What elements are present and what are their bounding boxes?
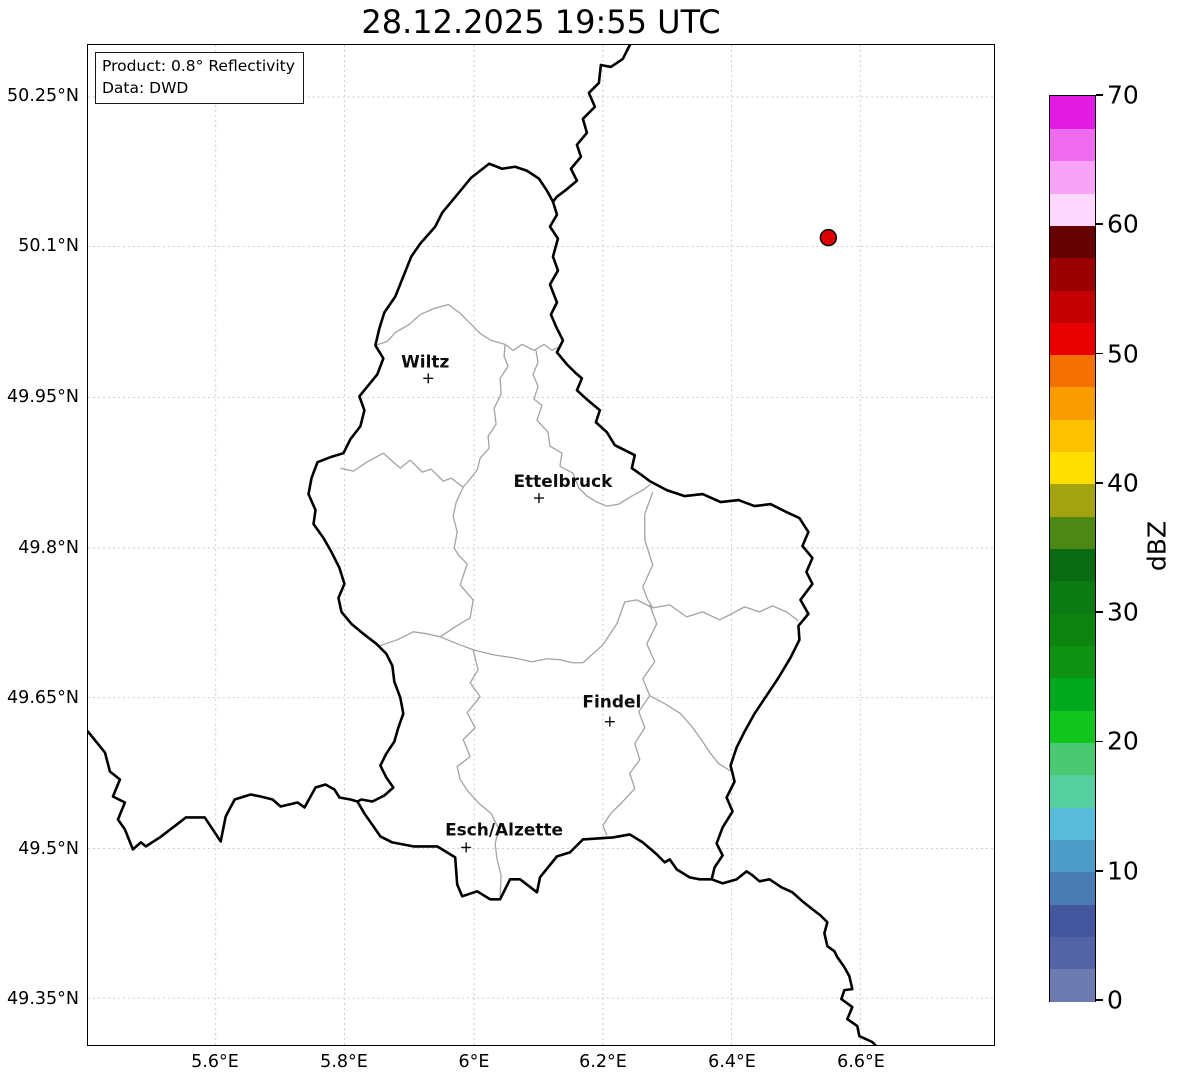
latitude-tick-label: 49.95°N [7, 387, 79, 407]
colorbar-band [1050, 516, 1095, 550]
country-border-line [307, 162, 814, 901]
colorbar-tick-label: 70 [1107, 80, 1139, 110]
colorbar-tick-mark [1096, 352, 1103, 355]
latitude-tick-label: 49.5°N [18, 839, 79, 859]
latitude-tick-label: 50.1°N [18, 236, 79, 256]
colorbar-band [1050, 483, 1095, 517]
city-label-eschalzette: Esch/Alzette [445, 819, 563, 839]
colorbar-tick-mark [1096, 482, 1103, 484]
colorbar-tick-mark [1096, 223, 1103, 226]
colorbar-band [1050, 742, 1095, 776]
city-marker-eschalzette [461, 842, 472, 853]
colorbar-band [1050, 354, 1095, 388]
luxembourg-map: Wiltz Ettelbruck Findel Esch/Alzette [88, 45, 994, 1045]
colorbar-band [1050, 839, 1095, 873]
latitude-tick-label: 49.8°N [18, 538, 79, 558]
colorbar-band [1050, 936, 1095, 970]
latitude-tick-label: 50.25°N [7, 86, 79, 106]
colorbar-band [1050, 419, 1095, 453]
city-label-ettelbruck: Ettelbruck [513, 471, 613, 491]
colorbar-tick-label: 20 [1107, 726, 1139, 756]
city-marker-findel [604, 716, 615, 727]
latitude-tick-label: 49.65°N [7, 688, 79, 708]
latitude-tick-label: 49.35°N [7, 989, 79, 1009]
longitude-tick-label: 6.4°E [708, 1052, 756, 1072]
district-border-line [649, 695, 732, 773]
map-plot-area: Wiltz Ettelbruck Findel Esch/Alzette [87, 44, 995, 1046]
colorbar-band [1050, 774, 1095, 808]
colorbar-band [1050, 257, 1095, 291]
colorbar-band [1050, 871, 1095, 905]
colorbar-band [1050, 580, 1095, 614]
colorbar-tick-label: 0 [1107, 985, 1123, 1015]
colorbar-tick-mark [1096, 94, 1103, 96]
city-marker-ettelbruck [534, 493, 544, 504]
product-info-line: Product: 0.8° Reflectivity [102, 57, 295, 75]
district-border-line [375, 303, 506, 347]
reflectivity-colorbar [1049, 95, 1096, 1002]
colorbar-band [1050, 386, 1095, 420]
product-info-box: Product: 0.8° Reflectivity Data: DWD [95, 52, 304, 105]
colorbar-tick-label: 60 [1107, 209, 1139, 239]
colorbar-band [1050, 968, 1095, 1002]
district-border-line [602, 604, 658, 836]
longitude-tick-label: 6°E [458, 1052, 490, 1072]
country-border-line [710, 870, 877, 1045]
colorbar-band [1050, 289, 1095, 323]
country-border-line [551, 45, 632, 203]
district-border-line [379, 631, 583, 664]
city-marker-wiltz [423, 373, 434, 384]
colorbar-band [1050, 192, 1095, 226]
colorbar-tick-mark [1096, 740, 1103, 743]
colorbar-band [1050, 451, 1095, 485]
colorbar-band [1050, 710, 1095, 743]
country-border-line [88, 730, 359, 851]
colorbar-band [1050, 128, 1095, 162]
colorbar-tick-mark [1096, 999, 1103, 1001]
colorbar-tick-label: 40 [1107, 468, 1139, 498]
radar-site-dot [819, 228, 838, 247]
district-border-line [642, 491, 654, 609]
data-source-line: Data: DWD [102, 78, 189, 97]
longitude-tick-label: 5.6°E [191, 1052, 239, 1072]
city-label-findel: Findel [582, 692, 641, 712]
colorbar-band [1050, 548, 1095, 582]
city-label-wiltz: Wiltz [401, 351, 449, 371]
colorbar-tick-label: 50 [1107, 339, 1139, 369]
district-border-line [504, 343, 561, 352]
colorbar-tick-label: 30 [1107, 597, 1139, 627]
district-border-line [439, 563, 474, 638]
district-border-line [452, 344, 509, 565]
colorbar-band [1050, 677, 1095, 711]
colorbar-tick-label: 10 [1107, 856, 1139, 886]
colorbar-band [1050, 807, 1095, 840]
colorbar-unit-label: dBZ [1142, 520, 1172, 572]
colorbar-band [1050, 613, 1095, 647]
colorbar-band [1050, 322, 1095, 356]
colorbar-band [1050, 904, 1095, 937]
colorbar-band [1050, 160, 1095, 194]
colorbar-tick-mark [1096, 869, 1103, 872]
colorbar-band [1050, 645, 1095, 679]
longitude-tick-label: 6.2°E [579, 1052, 627, 1072]
plot-title: 28.12.2025 19:55 UTC [361, 3, 721, 41]
colorbar-band [1050, 96, 1095, 129]
colorbar-band [1050, 225, 1095, 259]
longitude-tick-label: 6.6°E [837, 1052, 885, 1072]
district-border-line [340, 452, 464, 488]
district-border-line [582, 599, 799, 664]
district-border-line [456, 649, 502, 898]
longitude-tick-label: 5.8°E [320, 1052, 368, 1072]
district-border-line [532, 350, 652, 507]
colorbar-tick-mark [1096, 611, 1103, 613]
